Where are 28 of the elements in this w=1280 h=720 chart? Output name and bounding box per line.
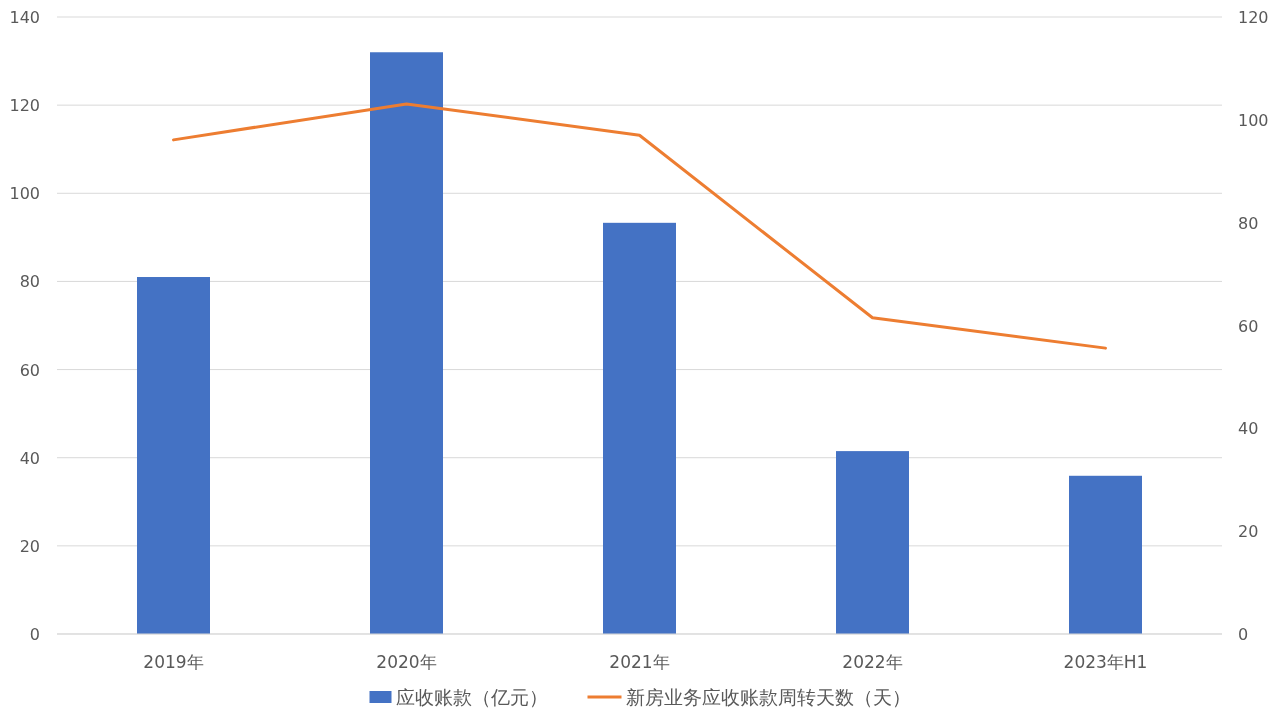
- bar: [603, 222, 676, 634]
- y2-tick-label: 0: [1238, 625, 1249, 644]
- y-tick-label: 20: [19, 536, 40, 556]
- x-tick-label: 2020年: [376, 652, 437, 672]
- legend-label: 应收账款（亿元）: [395, 686, 548, 708]
- bar: [836, 451, 909, 634]
- line-series: [172, 102, 1107, 350]
- y2-tick-label: 60: [1238, 316, 1259, 336]
- bar: [1069, 475, 1142, 634]
- y-tick-label: 0: [29, 625, 40, 644]
- y-tick-label: 100: [9, 184, 40, 204]
- x-tick-label: 2022年: [842, 652, 903, 672]
- y-tick-label: 60: [19, 360, 40, 380]
- x-tick-label: 2019年: [143, 652, 204, 672]
- y-tick-label: 140: [9, 8, 40, 27]
- y2-tick-label: 20: [1238, 522, 1259, 542]
- y-tick-label: 40: [19, 448, 40, 468]
- bar: [370, 52, 443, 634]
- x-tick-label: 2021年: [609, 652, 670, 672]
- legend-label: 新房业务应收账款周转天数（天）: [625, 686, 911, 708]
- y2-tick-label: 100: [1238, 110, 1269, 130]
- y2-tick-label: 80: [1238, 213, 1259, 233]
- x-tick-label: 2023年H1: [1063, 652, 1148, 672]
- y-tick-label: 80: [19, 272, 40, 292]
- bar: [137, 277, 210, 634]
- y-tick-label: 120: [9, 96, 40, 116]
- y2-tick-label: 40: [1238, 419, 1259, 439]
- y2-tick-label: 120: [1238, 8, 1269, 27]
